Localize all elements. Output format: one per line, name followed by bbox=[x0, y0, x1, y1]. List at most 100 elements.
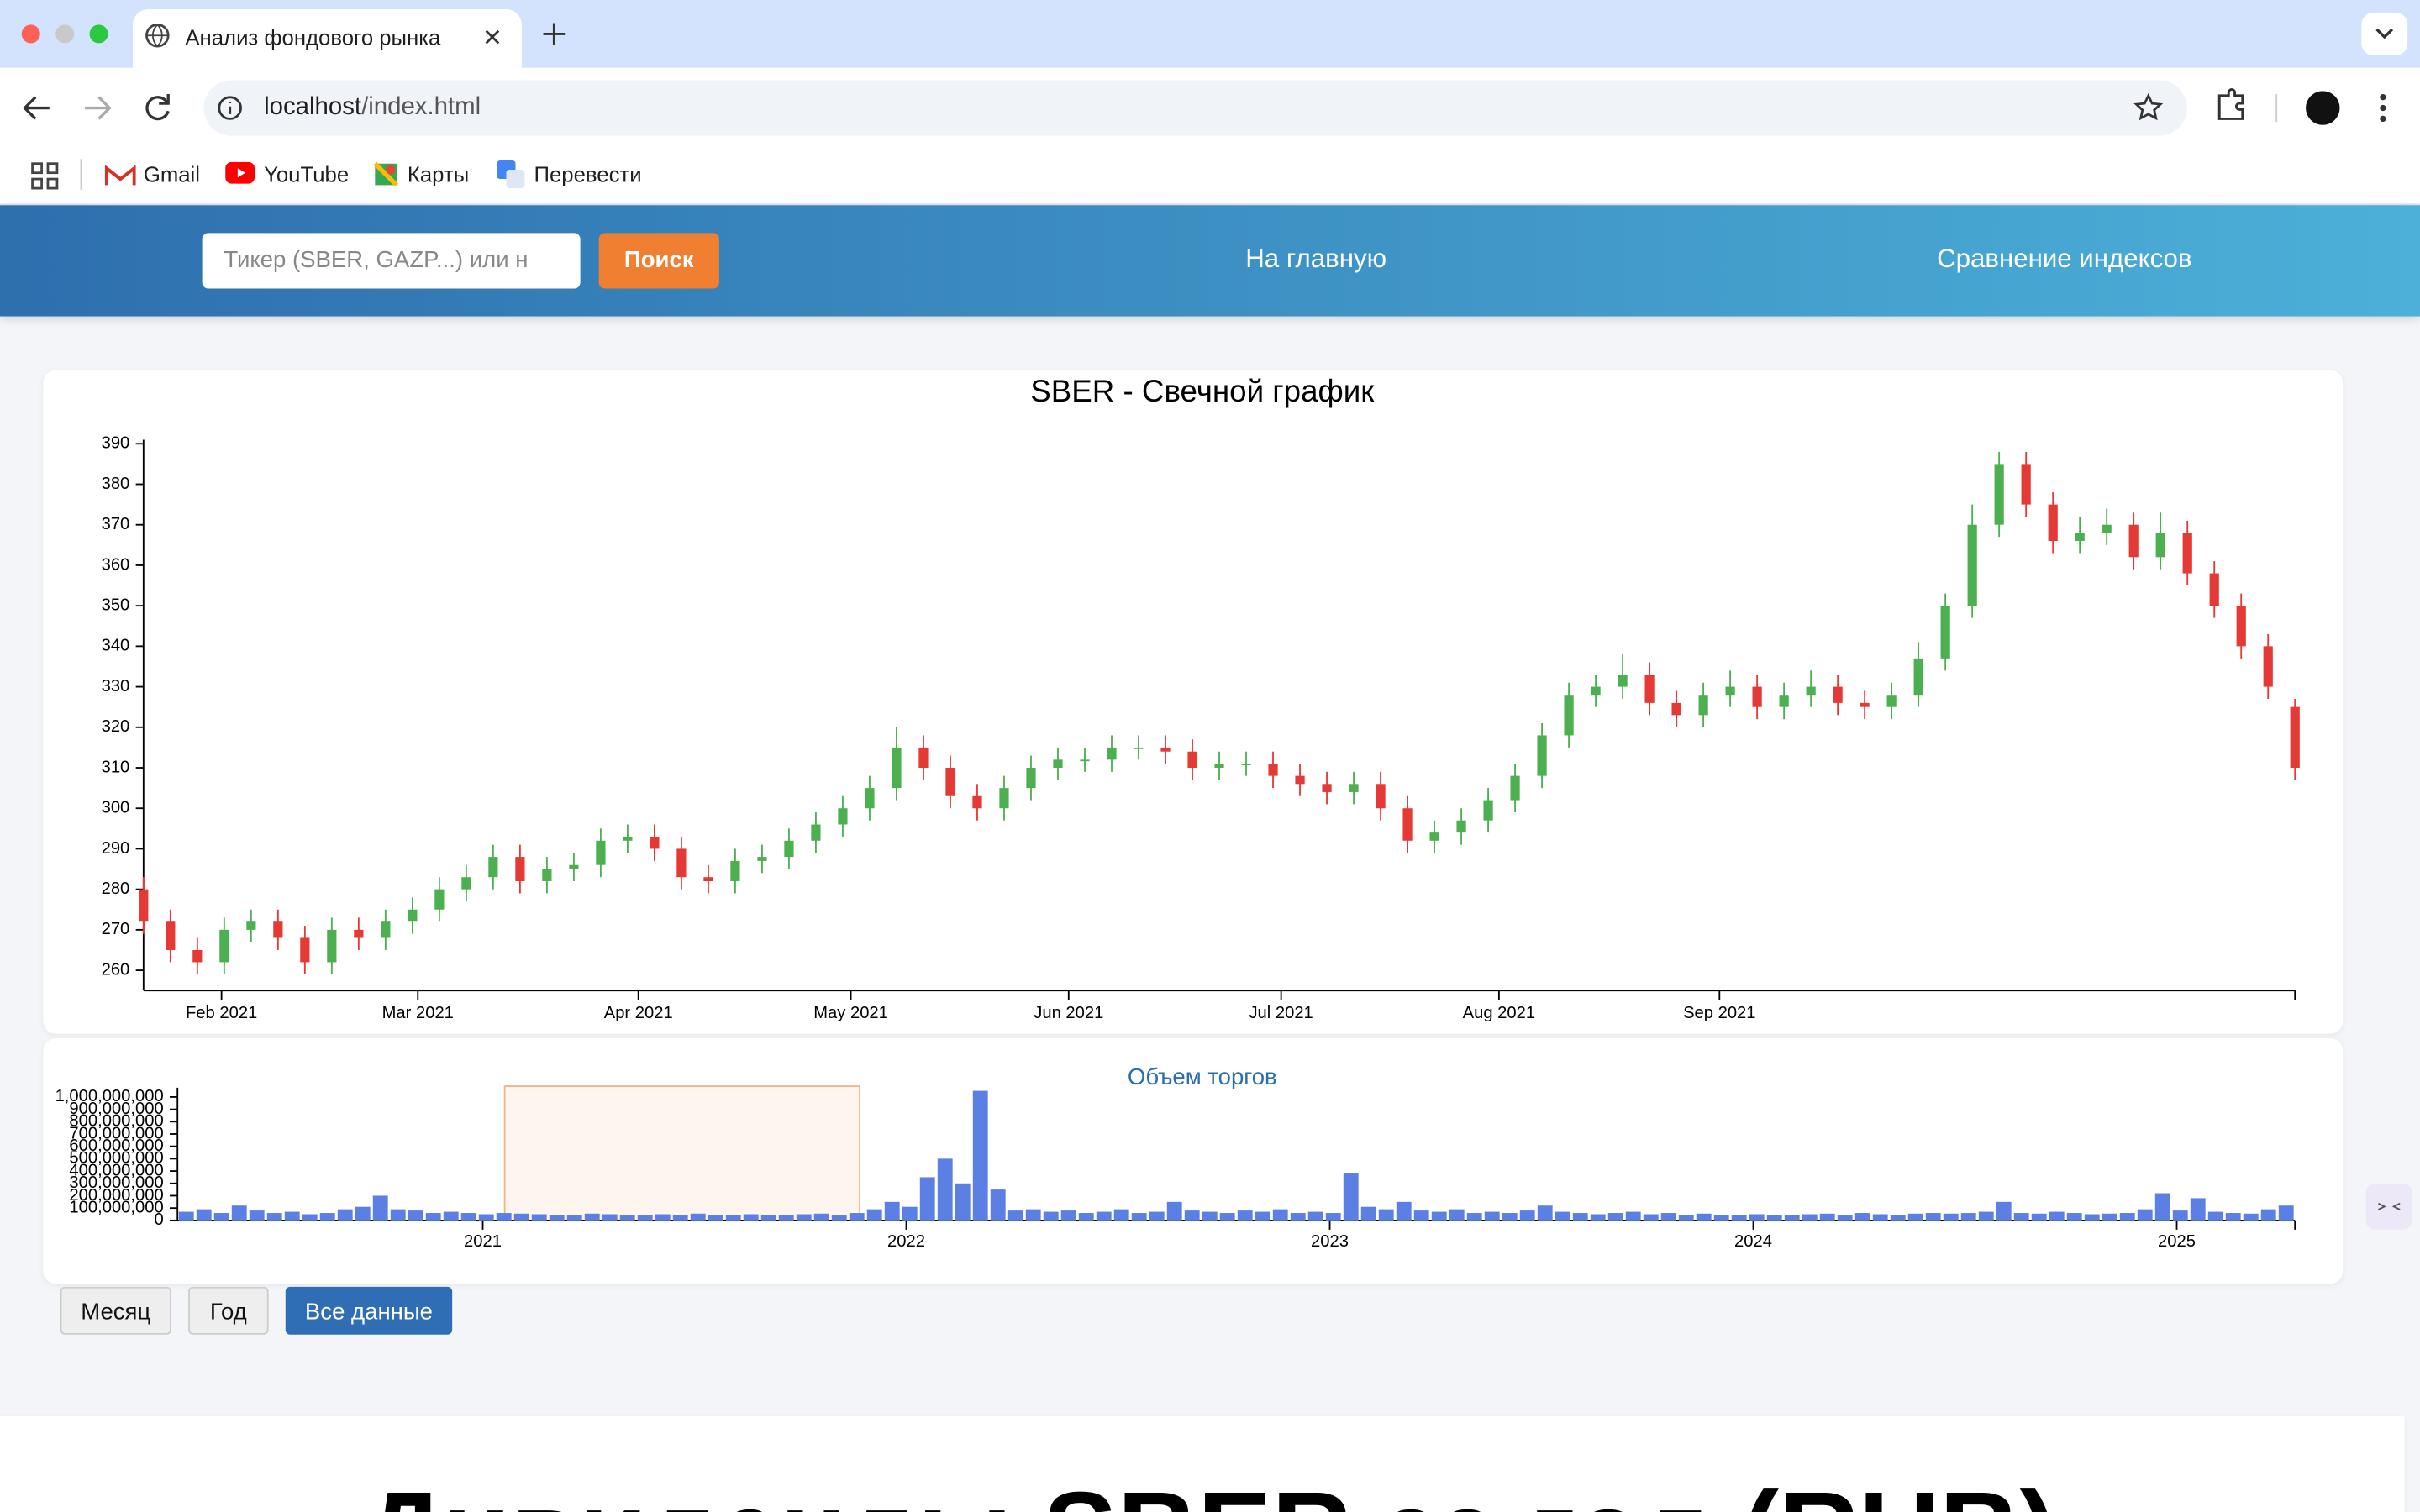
volume-bar bbox=[2066, 1213, 2082, 1221]
y-tick-label: 700,000,000 bbox=[69, 1124, 163, 1142]
candle-body bbox=[2075, 533, 2085, 542]
candle-body bbox=[1429, 832, 1439, 841]
candle-body bbox=[2290, 706, 2300, 769]
volume-bar bbox=[1255, 1211, 1270, 1221]
y-tick-label: 200,000,000 bbox=[69, 1186, 163, 1205]
apps-icon[interactable] bbox=[31, 162, 59, 190]
volume-bar bbox=[337, 1209, 353, 1221]
volume-bar bbox=[2225, 1213, 2241, 1221]
y-tick-label: 600,000,000 bbox=[69, 1137, 163, 1155]
candle-body bbox=[2155, 533, 2165, 558]
search-button[interactable]: Поиск bbox=[598, 233, 719, 289]
url-host: localhost bbox=[264, 94, 362, 121]
y-tick-label: 320 bbox=[102, 717, 130, 736]
candle-body bbox=[1698, 695, 1708, 716]
candle-body bbox=[1187, 751, 1197, 769]
candle-body bbox=[354, 929, 364, 938]
volume-card bbox=[43, 1038, 2344, 1284]
bookmark-star[interactable] bbox=[2133, 92, 2164, 123]
volume-bar bbox=[566, 1215, 582, 1221]
volume-bar bbox=[1784, 1215, 1800, 1221]
candle-body bbox=[2209, 573, 2219, 606]
volume-bar bbox=[1237, 1210, 1253, 1221]
bookmark[interactable]: Gmail bbox=[143, 161, 200, 187]
site-info[interactable] bbox=[216, 94, 244, 122]
volume-bar bbox=[196, 1209, 212, 1221]
side-widget[interactable] bbox=[2365, 1183, 2412, 1230]
x-tick-label: 2021 bbox=[464, 1232, 502, 1251]
volume-bar bbox=[372, 1195, 388, 1221]
volume-bar bbox=[1378, 1209, 1394, 1221]
volume-bar bbox=[355, 1206, 371, 1221]
range-button[interactable]: Месяц bbox=[60, 1286, 171, 1335]
volume-bar bbox=[2084, 1214, 2100, 1221]
candle-body bbox=[1671, 702, 1681, 716]
range-button[interactable]: Все данные bbox=[285, 1286, 453, 1335]
nav-buttons[interactable] bbox=[18, 90, 188, 127]
tab-close[interactable] bbox=[481, 26, 503, 48]
candle-body bbox=[1806, 686, 1816, 696]
new-tab[interactable] bbox=[540, 20, 568, 48]
volume-bar bbox=[655, 1214, 671, 1221]
tab-menu[interactable] bbox=[2361, 12, 2408, 56]
url-path: /index.html bbox=[361, 94, 481, 121]
candle-body bbox=[757, 857, 767, 861]
candle-body bbox=[327, 929, 337, 963]
tab[interactable]: Анализ фондового рынка bbox=[132, 9, 522, 68]
volume-bar bbox=[1607, 1213, 1623, 1221]
y-tick-label: 350 bbox=[102, 596, 130, 614]
volume-bar bbox=[1713, 1215, 1729, 1221]
volume-bar bbox=[478, 1214, 494, 1221]
volume-bar bbox=[496, 1213, 512, 1221]
address-bar[interactable]: localhost/index.html bbox=[203, 80, 2187, 136]
candle-body bbox=[703, 877, 713, 882]
volume-bar bbox=[2013, 1213, 2029, 1221]
info-card bbox=[0, 1416, 2405, 1512]
candle-body bbox=[488, 857, 498, 878]
volume-bar bbox=[1113, 1209, 1129, 1221]
candle-body bbox=[784, 840, 794, 858]
volume-bar bbox=[1678, 1215, 1694, 1221]
maps-icon bbox=[373, 161, 398, 187]
volume-bar bbox=[1696, 1213, 1712, 1221]
volume-bar bbox=[2049, 1211, 2065, 1221]
range-button[interactable]: Год bbox=[188, 1286, 269, 1335]
y-tick-label: 380 bbox=[102, 475, 130, 493]
y-tick-label: 280 bbox=[102, 879, 130, 898]
y-tick-label: 500,000,000 bbox=[69, 1149, 163, 1168]
volume-bar bbox=[319, 1213, 335, 1221]
nav-link[interactable]: Сравнение индексов bbox=[1937, 244, 2192, 274]
x-tick-label: 2025 bbox=[2158, 1232, 2196, 1251]
candle-body bbox=[381, 921, 391, 938]
bookmark[interactable]: Карты bbox=[407, 161, 470, 187]
x-tick-label: Aug 2021 bbox=[1463, 1004, 1535, 1022]
candle-body bbox=[1402, 808, 1413, 841]
toolbar-icons[interactable] bbox=[2207, 87, 2408, 129]
y-tick-label: 290 bbox=[102, 839, 130, 858]
window-controls[interactable] bbox=[0, 0, 133, 68]
search-input[interactable]: Тикер (SBER, GAZP...) или н bbox=[202, 233, 581, 289]
candle-body bbox=[408, 909, 418, 922]
x-tick-label: 2022 bbox=[887, 1232, 925, 1251]
candle-body bbox=[515, 857, 525, 882]
candle-body bbox=[1160, 747, 1171, 752]
brush-selection[interactable] bbox=[503, 1085, 860, 1221]
volume-bar bbox=[549, 1215, 565, 1221]
candle-body bbox=[972, 795, 982, 809]
section-heading: Дивиденды SBER за год (RUB) bbox=[0, 1469, 2420, 1512]
candle-body bbox=[730, 860, 740, 882]
bookmark[interactable]: Перевести bbox=[534, 161, 642, 187]
candle-body bbox=[1214, 764, 1224, 769]
nav-link[interactable]: На главную bbox=[1245, 244, 1386, 274]
bookmark[interactable]: YouTube bbox=[264, 161, 350, 187]
x-tick-label: 2023 bbox=[1311, 1232, 1349, 1251]
tab-bar: Анализ фондового рынка bbox=[0, 0, 2420, 68]
candle-body bbox=[918, 747, 929, 769]
volume-bar bbox=[1272, 1209, 1288, 1221]
volume-bar bbox=[1060, 1210, 1076, 1221]
candle-body bbox=[1510, 775, 1520, 801]
candle-body bbox=[1456, 820, 1466, 833]
volume-bar bbox=[602, 1214, 618, 1221]
candle-body bbox=[1644, 675, 1655, 703]
